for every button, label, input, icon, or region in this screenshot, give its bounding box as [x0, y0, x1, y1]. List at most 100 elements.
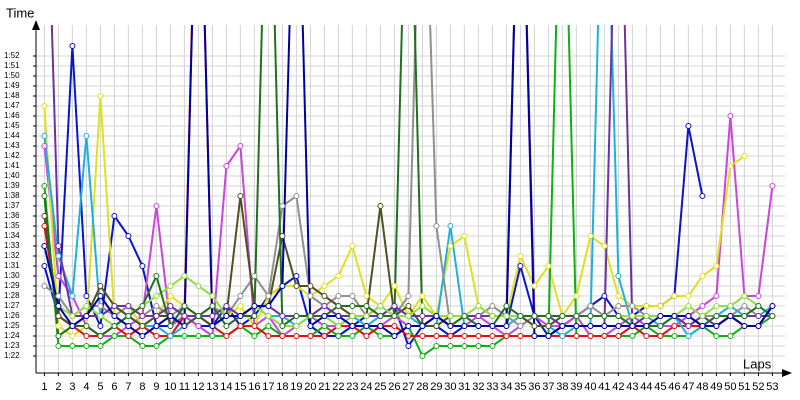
- point: [251, 273, 258, 279]
- point: [755, 313, 762, 319]
- point: [55, 313, 62, 319]
- point: [335, 323, 342, 329]
- point: [265, 293, 272, 299]
- point: [545, 263, 552, 269]
- point: [671, 323, 678, 329]
- y-tick-label: 1:24: [4, 331, 20, 340]
- point: [755, 293, 762, 299]
- x-tick-label: 22: [332, 381, 344, 393]
- point: [153, 203, 160, 209]
- point: [69, 343, 76, 349]
- x-tick-label: 14: [220, 381, 232, 393]
- point: [447, 223, 454, 229]
- x-tick-label: 5: [97, 381, 103, 393]
- y-tick-label: 1:45: [4, 121, 20, 130]
- point: [181, 303, 188, 309]
- point: [601, 313, 608, 319]
- y-tick-label: 1:34: [4, 231, 20, 240]
- point: [55, 293, 62, 299]
- point: [447, 333, 454, 339]
- point: [377, 313, 384, 319]
- point: [741, 293, 748, 299]
- x-tick-label: 26: [388, 381, 400, 393]
- point: [615, 333, 622, 339]
- x-tick-label: 53: [766, 381, 778, 393]
- point: [727, 313, 734, 319]
- point: [573, 313, 580, 319]
- point: [741, 313, 748, 319]
- point: [209, 293, 216, 299]
- point: [573, 323, 580, 329]
- point: [699, 323, 706, 329]
- point: [517, 313, 524, 319]
- point: [741, 323, 748, 329]
- point: [489, 343, 496, 349]
- x-tick-label: 6: [111, 381, 117, 393]
- point: [601, 293, 608, 299]
- point: [195, 323, 202, 329]
- x-tick-label: 3: [69, 381, 75, 393]
- point: [419, 333, 426, 339]
- point: [685, 123, 692, 129]
- y-tick-label: 1:22: [4, 351, 20, 360]
- point: [559, 333, 566, 339]
- point: [335, 313, 342, 319]
- point: [167, 283, 174, 289]
- point: [251, 333, 258, 339]
- x-tick-label: 4: [83, 381, 89, 393]
- point: [307, 333, 314, 339]
- point: [237, 323, 244, 329]
- point: [489, 313, 496, 319]
- point: [419, 313, 426, 319]
- point: [363, 303, 370, 309]
- x-tick-label: 49: [710, 381, 722, 393]
- x-tick-label: 21: [318, 381, 330, 393]
- point: [587, 333, 594, 339]
- point: [321, 293, 328, 299]
- point: [279, 283, 286, 289]
- point: [321, 323, 328, 329]
- point: [405, 303, 412, 309]
- point: [153, 293, 160, 299]
- x-tick-label: 12: [192, 381, 204, 393]
- point: [153, 303, 160, 309]
- point: [97, 313, 104, 319]
- x-tick-label: 32: [472, 381, 484, 393]
- point: [209, 333, 216, 339]
- point: [167, 293, 174, 299]
- point: [251, 303, 258, 309]
- x-tick-label: 20: [304, 381, 316, 393]
- point: [475, 323, 482, 329]
- point: [265, 313, 272, 319]
- point: [503, 323, 510, 329]
- y-tick-label: 1:51: [4, 61, 20, 70]
- point: [685, 333, 692, 339]
- point: [503, 303, 510, 309]
- point: [41, 143, 48, 149]
- point: [237, 143, 244, 149]
- point: [503, 313, 510, 319]
- x-tick-label: 1: [41, 381, 47, 393]
- point: [167, 303, 174, 309]
- point: [755, 303, 762, 309]
- point: [69, 313, 76, 319]
- x-tick-label: 39: [570, 381, 582, 393]
- point: [405, 313, 412, 319]
- point: [615, 313, 622, 319]
- point: [657, 323, 664, 329]
- point: [447, 313, 454, 319]
- x-tick-label: 24: [360, 381, 372, 393]
- point: [643, 313, 650, 319]
- point: [167, 333, 174, 339]
- point: [461, 313, 468, 319]
- point: [391, 333, 398, 339]
- x-tick-label: 45: [654, 381, 666, 393]
- point: [475, 303, 482, 309]
- point: [97, 303, 104, 309]
- point: [517, 333, 524, 339]
- point: [713, 323, 720, 329]
- point: [293, 283, 300, 289]
- point: [293, 333, 300, 339]
- point: [475, 313, 482, 319]
